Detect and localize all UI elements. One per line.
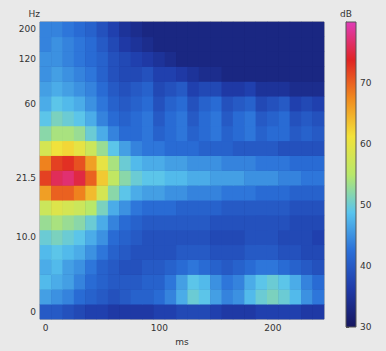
svg-text:30: 30: [360, 322, 372, 332]
svg-text:200: 200: [19, 24, 36, 34]
svg-text:dB: dB: [340, 9, 352, 19]
svg-text:50: 50: [360, 200, 372, 210]
svg-text:70: 70: [360, 78, 372, 88]
svg-text:10.0: 10.0: [16, 232, 36, 242]
svg-text:Hz: Hz: [29, 9, 41, 19]
svg-text:200: 200: [264, 323, 281, 333]
svg-text:40: 40: [360, 261, 372, 271]
svg-text:100: 100: [151, 323, 168, 333]
svg-text:120: 120: [19, 54, 36, 64]
svg-text:60: 60: [360, 139, 372, 149]
svg-text:0: 0: [43, 323, 49, 333]
svg-text:21.5: 21.5: [16, 173, 36, 183]
svg-text:ms: ms: [175, 337, 189, 347]
svg-text:60: 60: [25, 99, 37, 109]
svg-text:0: 0: [30, 307, 36, 317]
